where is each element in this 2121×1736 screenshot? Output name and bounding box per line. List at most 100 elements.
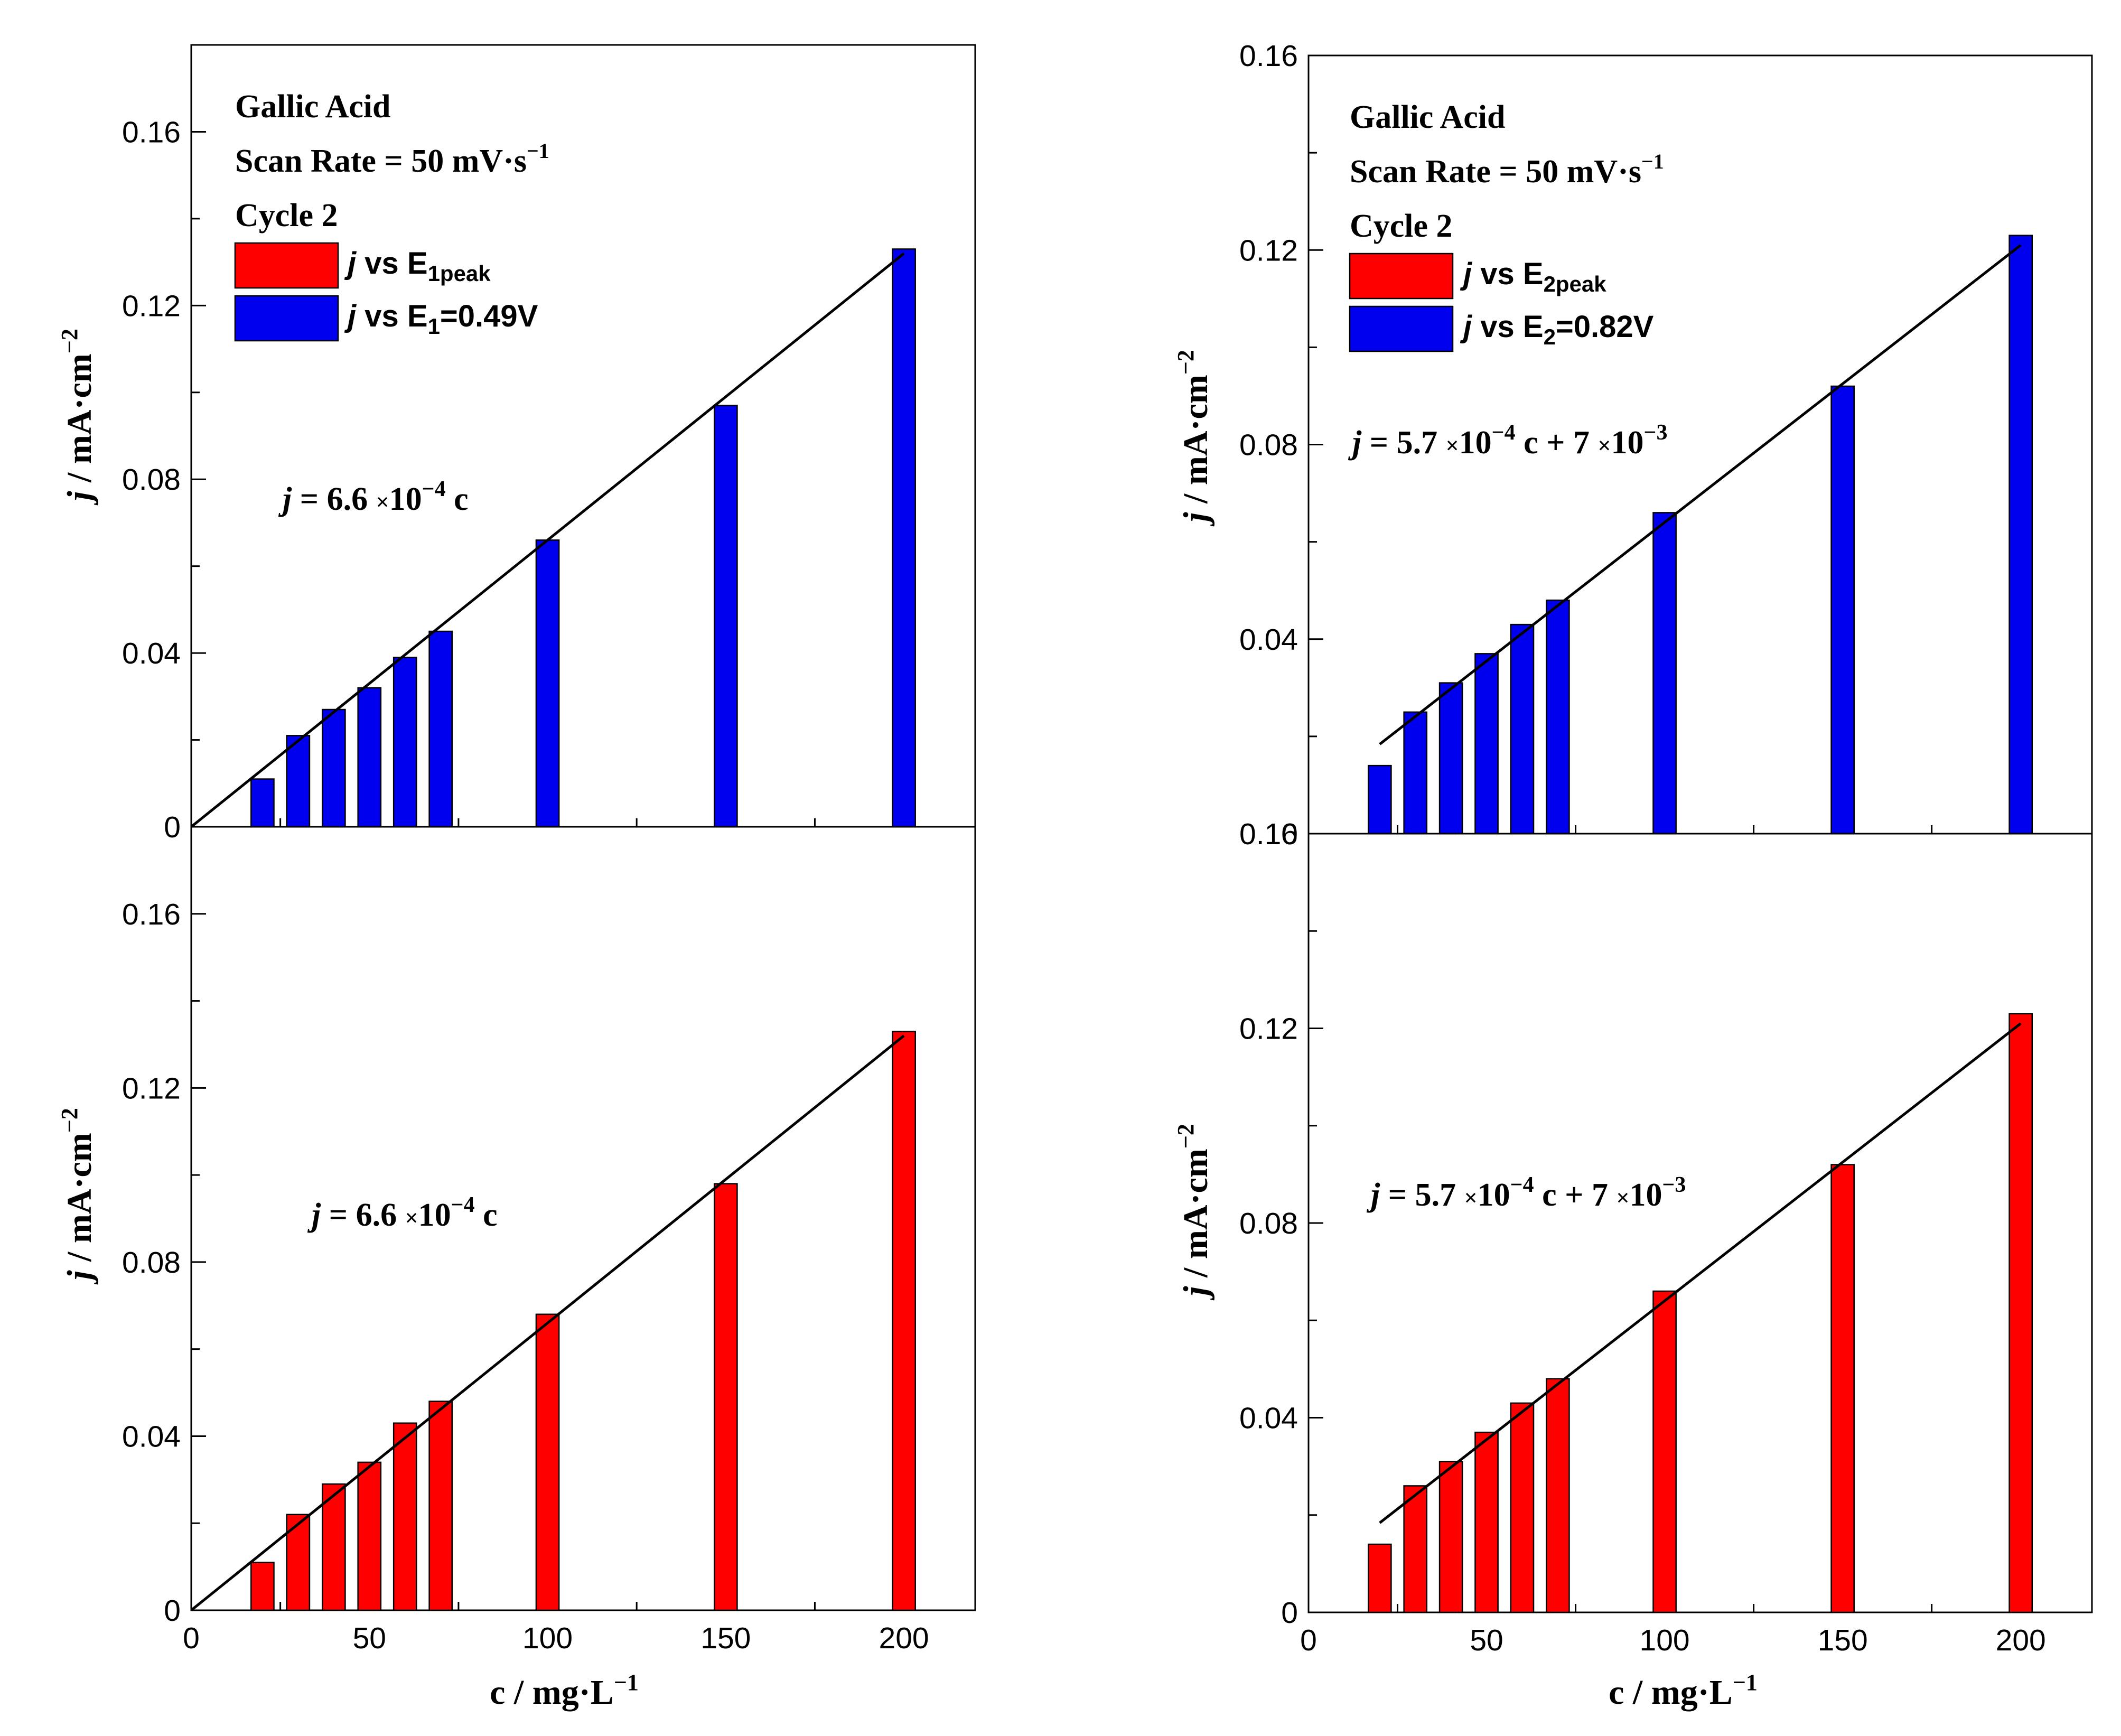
bar-top-right xyxy=(1830,385,1855,835)
equation-bottom-right: j = 5.7 ×10−4 c + 7 ×10−3 xyxy=(1366,1173,1686,1213)
legend-label-blue-right: j vs E2=0.82V xyxy=(1460,310,1654,349)
bar-bottom-right xyxy=(1474,1431,1499,1613)
bar-top-right xyxy=(1474,653,1499,835)
y-tick-label-top-right: 0.16 xyxy=(1239,39,1298,73)
bar-top-left xyxy=(286,735,311,828)
header-title-right: Gallic Acid xyxy=(1350,99,1506,135)
y-tick-label-top-right: 0.12 xyxy=(1239,234,1298,267)
legend-swatch-red-right xyxy=(1349,253,1454,300)
x-tick-label-bottom-right: 50 xyxy=(1470,1623,1503,1657)
bar-bottom-right xyxy=(1652,1290,1677,1613)
bar-bottom-left xyxy=(393,1422,417,1611)
bar-top-left xyxy=(428,630,453,828)
left-column: 0 0.04 0.08 0.12 0.16 0 0.04 0.08 0.12 0.16 0 50 10… xyxy=(57,44,976,1712)
y-tick-label-top-left: 0.16 xyxy=(122,115,181,149)
bar-bottom-right xyxy=(1367,1543,1392,1613)
plot-frame-bottom-left xyxy=(190,826,976,1611)
y-tick-label-top-right: 0.04 xyxy=(1239,623,1298,657)
legend-label-blue-left: j vs E1=0.49V xyxy=(344,299,538,339)
bar-bottom-left xyxy=(535,1313,560,1611)
y-tick-label-bottom-left: 0.16 xyxy=(122,898,181,931)
fit-line-bottom-right xyxy=(1379,1022,2022,1524)
y-tick-label-bottom-right: 0.16 xyxy=(1239,817,1298,851)
header-scan-rate-left: Scan Rate = 50 mV·s−1 xyxy=(235,139,549,179)
bar-top-right xyxy=(2008,235,2033,835)
bar-top-left xyxy=(321,708,346,828)
bar-top-left xyxy=(357,687,382,828)
fit-line-top-right xyxy=(1379,244,2022,745)
plot-top-right: 0 0.04 0.08 0.12 0.16 xyxy=(1239,39,2093,851)
plot-bottom-right: 00.040.080.120.160 50 100 150 200 xyxy=(1239,817,2093,1657)
bar-top-left xyxy=(393,657,417,828)
bar-bottom-right xyxy=(1403,1485,1428,1613)
x-tick-label-bottom-right: 0 xyxy=(1300,1623,1317,1657)
y-axis-label-bottom-right: j / mA·cm−2 xyxy=(1173,1124,1215,1301)
legend-right: j vs E2peak j vs E2=0.82V xyxy=(1349,253,1654,352)
legend-swatch-blue-right xyxy=(1349,305,1454,352)
y-tick-label-top-left: 0 xyxy=(164,810,181,844)
bar-top-right xyxy=(1367,764,1392,835)
bar-top-right xyxy=(1510,623,1535,835)
y-tick-label-bottom-left: 0.08 xyxy=(122,1246,181,1280)
y-tick-label-bottom-right: 0.08 xyxy=(1239,1207,1298,1240)
bar-bottom-left xyxy=(713,1183,738,1611)
bar-bottom-right xyxy=(1438,1461,1463,1613)
legend-left: j vs E1peak j vs E1=0.49V xyxy=(234,242,538,342)
y-tick-label-bottom-left: 0.12 xyxy=(122,1071,181,1105)
x-tick-label-bottom-left: 50 xyxy=(353,1621,386,1655)
header-cycle-right: Cycle 2 xyxy=(1350,208,1453,244)
header-title-left: Gallic Acid xyxy=(235,89,391,125)
x-tick-label-bottom-left: 0 xyxy=(183,1621,200,1655)
y-tick-label-bottom-right: 0 xyxy=(1281,1596,1298,1630)
bar-top-right xyxy=(1652,512,1677,835)
legend-swatch-blue-left xyxy=(234,295,339,342)
y-tick-label-bottom-left: 0.04 xyxy=(122,1420,181,1453)
x-tick-label-bottom-right: 200 xyxy=(1996,1623,2046,1657)
y-tick-label-bottom-left: 0 xyxy=(164,1594,181,1628)
x-tick-label-bottom-left: 100 xyxy=(522,1621,573,1655)
x-axis-label-left: c / mg·L−1 xyxy=(490,1669,639,1712)
bar-bottom-right xyxy=(1510,1402,1535,1613)
bar-bottom-right xyxy=(1546,1378,1570,1613)
y-axis-label-bottom-left: j / mA·cm−2 xyxy=(57,1108,99,1285)
bar-bottom-left xyxy=(357,1461,382,1611)
fit-line-bottom-left xyxy=(190,1034,905,1611)
y-tick-label-bottom-right: 0.12 xyxy=(1239,1012,1298,1046)
plot-bottom-left: 0 0.04 0.08 0.12 0.16 0 50 100 150 200 xyxy=(122,826,976,1655)
y-axis-label-top-right: j / mA·cm−2 xyxy=(1173,350,1215,527)
equation-top-right: j = 5.7 ×10−4 c + 7 ×10−3 xyxy=(1348,421,1667,461)
bar-bottom-left xyxy=(892,1030,916,1611)
header-scan-rate-right: Scan Rate = 50 mV·s−1 xyxy=(1350,150,1664,190)
y-tick-label-top-left: 0.12 xyxy=(122,289,181,323)
legend-swatch-red-left xyxy=(234,242,339,289)
bar-bottom-left xyxy=(428,1401,453,1611)
y-axis-label-top-left: j / mA·cm−2 xyxy=(57,329,99,506)
bar-bottom-right xyxy=(2008,1013,2033,1613)
bar-top-right xyxy=(1546,599,1570,835)
header-cycle-left: Cycle 2 xyxy=(235,198,338,234)
bar-top-left xyxy=(250,778,275,828)
y-tick-label-top-left: 0.08 xyxy=(122,463,181,497)
legend-label-red-left: j vs E1peak xyxy=(344,246,491,286)
x-tick-label-bottom-left: 200 xyxy=(879,1621,929,1655)
bar-bottom-right xyxy=(1830,1164,1855,1613)
bar-top-left xyxy=(535,539,560,828)
x-tick-label-bottom-right: 100 xyxy=(1640,1623,1690,1657)
plot-top-left: 0 0.04 0.08 0.12 0.16 xyxy=(122,44,976,844)
legend-label-red-right: j vs E2peak xyxy=(1460,257,1606,296)
bar-top-right xyxy=(1438,682,1463,835)
bar-top-left xyxy=(892,248,916,828)
bar-top-right xyxy=(1403,711,1428,835)
equation-top-left: j = 6.6 ×10−4 c xyxy=(278,477,469,517)
x-tick-label-bottom-right: 150 xyxy=(1818,1623,1868,1657)
bar-bottom-left xyxy=(250,1562,275,1611)
equation-bottom-left: j = 6.6 ×10−4 c xyxy=(307,1193,498,1233)
bar-top-left xyxy=(713,405,738,828)
x-tick-label-bottom-left: 150 xyxy=(700,1621,751,1655)
x-axis-label-right: c / mg·L−1 xyxy=(1609,1669,1758,1712)
y-tick-label-top-right: 0 xyxy=(1281,817,1298,851)
bar-bottom-left xyxy=(321,1483,346,1611)
fit-line-top-left xyxy=(190,252,905,828)
y-tick-label-top-right: 0.08 xyxy=(1239,428,1298,462)
